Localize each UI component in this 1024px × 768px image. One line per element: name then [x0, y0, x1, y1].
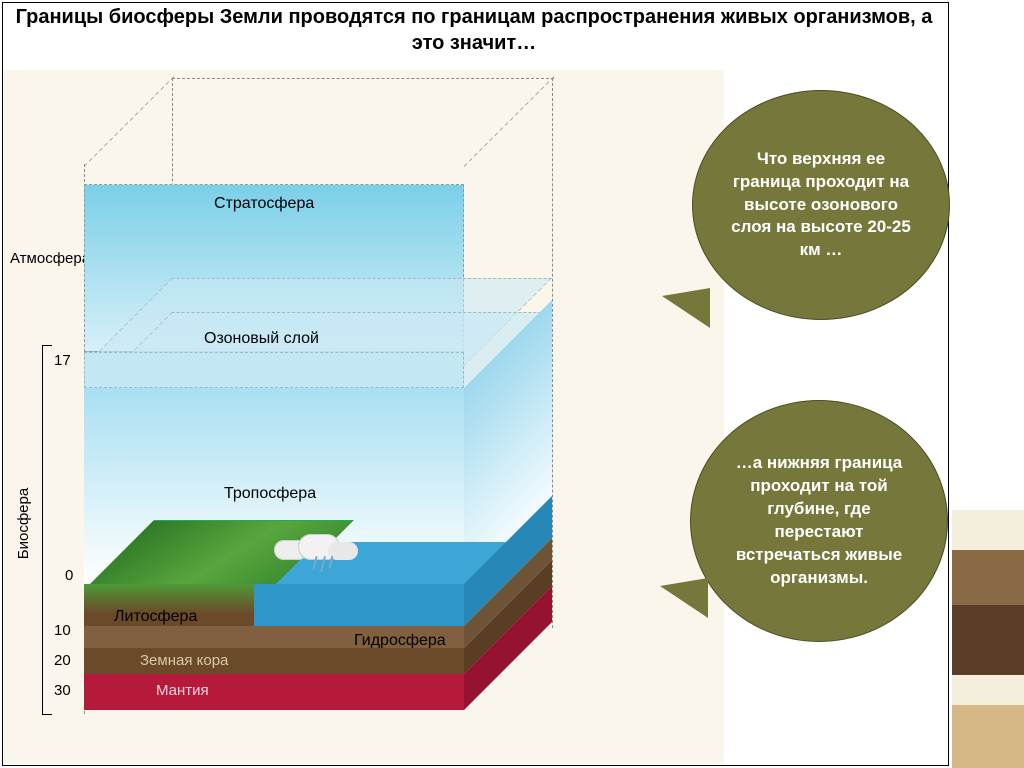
bubble-lower-text: …а нижняя граница проходит на той глубин…: [721, 452, 917, 590]
layer-mantle: [84, 674, 464, 710]
page-title: Границы биосферы Земли проводятся по гра…: [4, 4, 944, 56]
tick-30: 30: [54, 682, 71, 699]
right-decorative-strip: [952, 0, 1024, 768]
layer-ozone: [84, 352, 464, 388]
label-biosphere: Биосфера: [15, 488, 32, 559]
label-lithosphere: Литосфера: [114, 608, 197, 626]
clouds-icon: [274, 532, 364, 572]
label-mantle: Мантия: [156, 682, 209, 699]
bubble-lower-tail: [660, 578, 708, 618]
label-troposphere: Тропосфера: [224, 485, 316, 503]
diagram-container: Атмосфера Биосфера 17 0 10 20 30 Стратос…: [4, 70, 724, 764]
bubble-upper-tail: [662, 288, 710, 328]
tick-20: 20: [54, 652, 71, 669]
bubble-upper: Что верхняя ее граница проходит на высот…: [692, 90, 950, 320]
bubble-lower: …а нижняя граница проходит на той глубин…: [690, 400, 948, 642]
biosphere-cube: Стратосфера Озоновый слой Тропосфера: [84, 80, 554, 730]
biosphere-bracket: [42, 345, 52, 715]
tick-10: 10: [54, 622, 71, 639]
tick-0: 0: [65, 567, 73, 584]
label-stratosphere: Стратосфера: [214, 195, 314, 213]
label-ozone: Озоновый слой: [204, 330, 319, 348]
bubble-upper-text: Что верхняя ее граница проходит на высот…: [723, 148, 919, 263]
tick-17: 17: [54, 352, 71, 369]
label-crust: Земная кора: [140, 652, 228, 669]
